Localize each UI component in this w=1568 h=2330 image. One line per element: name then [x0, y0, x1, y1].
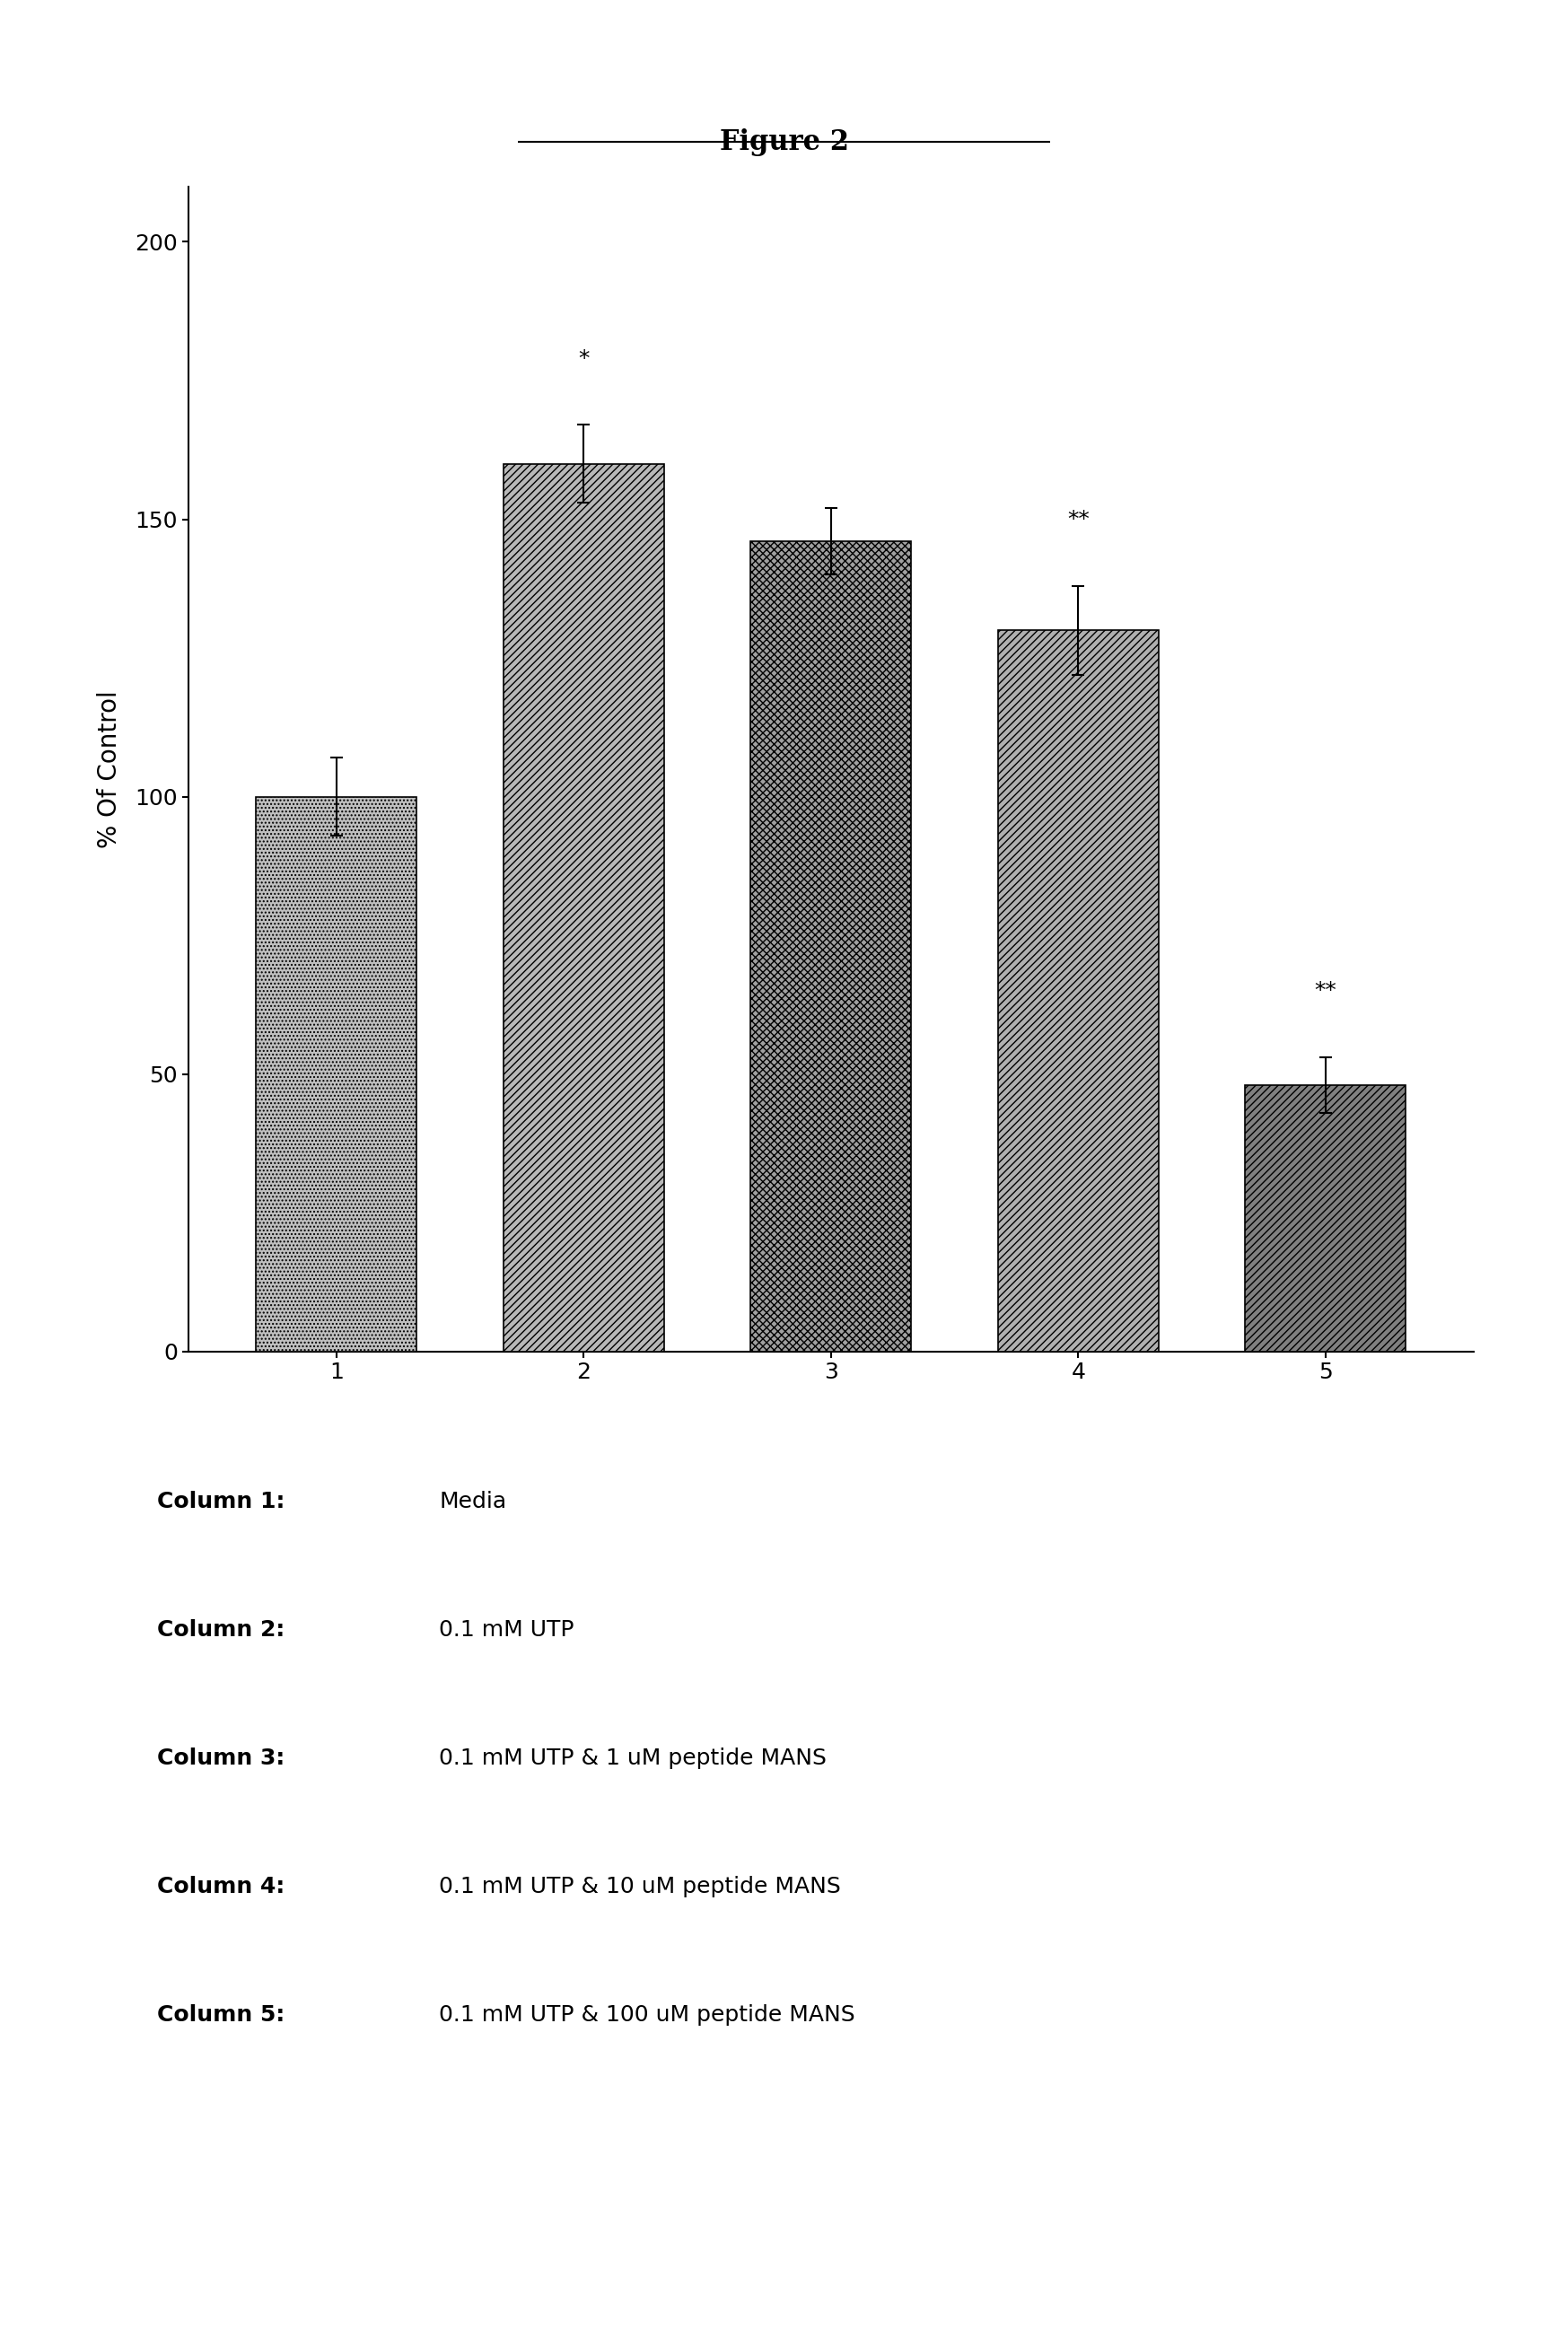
- Text: *: *: [579, 347, 590, 370]
- Text: **: **: [1314, 981, 1336, 1002]
- Text: Figure 2: Figure 2: [720, 128, 848, 156]
- Y-axis label: % Of Control: % Of Control: [97, 690, 122, 848]
- Text: 0.1 mM UTP: 0.1 mM UTP: [439, 1619, 574, 1640]
- Bar: [1245, 1086, 1406, 1351]
- Bar: [503, 464, 665, 1351]
- Text: Media: Media: [439, 1491, 506, 1512]
- Text: 0.1 mM UTP & 1 uM peptide MANS: 0.1 mM UTP & 1 uM peptide MANS: [439, 1748, 826, 1768]
- Text: Column 5:: Column 5:: [157, 2004, 284, 2025]
- Bar: [997, 629, 1159, 1351]
- Bar: [256, 797, 417, 1351]
- Text: Column 1:: Column 1:: [157, 1491, 284, 1512]
- Text: Column 2:: Column 2:: [157, 1619, 284, 1640]
- Bar: [751, 541, 911, 1351]
- Text: **: **: [1068, 508, 1090, 531]
- Text: Column 3:: Column 3:: [157, 1748, 284, 1768]
- Text: Column 4:: Column 4:: [157, 1876, 284, 1897]
- Text: 0.1 mM UTP & 10 uM peptide MANS: 0.1 mM UTP & 10 uM peptide MANS: [439, 1876, 840, 1897]
- Text: 0.1 mM UTP & 100 uM peptide MANS: 0.1 mM UTP & 100 uM peptide MANS: [439, 2004, 855, 2025]
